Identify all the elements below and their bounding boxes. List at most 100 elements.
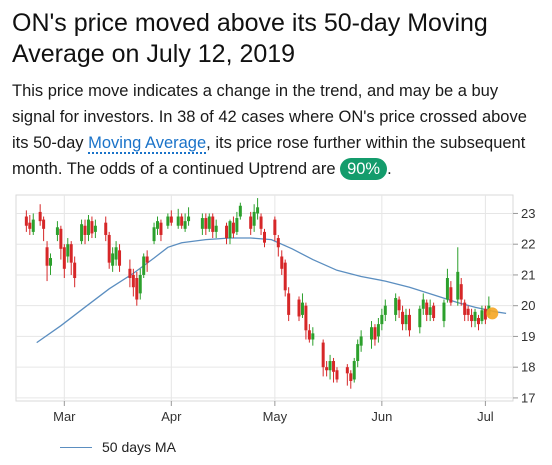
candle [345, 364, 349, 386]
candle [135, 271, 139, 306]
candle-body [369, 327, 373, 340]
candle [276, 234, 280, 257]
candle-body [335, 370, 339, 380]
candle [449, 281, 453, 306]
candle-body [407, 314, 411, 331]
candle [311, 327, 315, 346]
price-chart: 17 18 19 20 21 22 23 Mar Apr May Jun Jul [15, 194, 535, 424]
candle [42, 216, 46, 242]
candle-body [432, 305, 436, 318]
odds-badge: 90% [340, 158, 388, 180]
candle-body [418, 308, 422, 328]
candle [145, 250, 149, 272]
candle [62, 244, 66, 279]
candle-body [273, 219, 277, 235]
candle-body [235, 218, 239, 232]
candle-body [307, 330, 311, 340]
candle [349, 370, 353, 389]
candle [24, 210, 28, 232]
candle-body [476, 317, 480, 325]
candle [359, 330, 363, 352]
candle-body [131, 274, 135, 288]
candle [228, 219, 232, 245]
candle [297, 296, 301, 322]
candle [211, 213, 215, 239]
candle [31, 213, 35, 235]
candle [280, 250, 284, 275]
candle [473, 308, 477, 328]
candle-body [456, 271, 460, 300]
candle-body [118, 250, 122, 266]
candle-body [200, 218, 204, 229]
headline: ON's price moved above its 50-day Moving… [12, 9, 488, 68]
candle-body [180, 216, 184, 226]
candle-body [328, 361, 332, 371]
moving-average-link[interactable]: Moving Average [88, 134, 207, 154]
legend-ma-label: 50 days MA [102, 439, 176, 455]
candle-body [463, 302, 467, 315]
candle-body [38, 211, 42, 222]
candle-body [73, 262, 77, 279]
candle-body [211, 216, 215, 232]
candle-body [470, 314, 474, 322]
candle [59, 225, 63, 260]
candle-body [145, 256, 149, 263]
candle-body [480, 310, 484, 322]
candle-body [252, 211, 256, 226]
candle-body [59, 228, 63, 249]
candle [107, 231, 111, 269]
candle [421, 293, 425, 315]
y-tick-label: 21 [521, 267, 535, 282]
candle [356, 339, 360, 368]
candle-body [332, 361, 336, 372]
candle-body [376, 324, 380, 337]
candle [442, 299, 446, 328]
summary-text-intro: This price move indicates a change in th… [12, 82, 527, 152]
candle [118, 244, 122, 272]
candle [252, 204, 256, 232]
candle-body [128, 268, 132, 279]
candle-body [401, 311, 405, 325]
candle [404, 308, 408, 331]
candle-body [231, 222, 235, 234]
candle-body [228, 221, 232, 239]
candle-body [352, 361, 356, 380]
x-tick-label: Apr [161, 409, 182, 424]
candle [169, 210, 173, 226]
candle-body [66, 244, 70, 257]
candle [104, 216, 108, 242]
candle-body [445, 278, 449, 300]
candle-body [142, 256, 146, 275]
candle [238, 202, 242, 220]
candle [273, 216, 277, 242]
x-tick-label: Jun [371, 409, 392, 424]
candle-body [311, 333, 315, 340]
candle [187, 207, 191, 226]
candle [166, 213, 170, 229]
candle [83, 219, 87, 245]
x-tick-label: Mar [53, 409, 76, 424]
candle-body [104, 222, 108, 235]
candle-body [263, 231, 266, 243]
y-tick-label: 20 [521, 298, 535, 313]
candle [418, 305, 422, 334]
candle-body [83, 225, 87, 235]
candle [38, 204, 42, 226]
candle [332, 357, 336, 383]
candle [207, 213, 211, 232]
candle [425, 299, 429, 322]
candle [373, 324, 377, 346]
candle [80, 219, 84, 245]
summary-paragraph: This price move indicates a change in th… [12, 78, 542, 182]
candle [352, 357, 356, 383]
summary-text-middle: , its price rose further within the subs… [12, 134, 526, 178]
candle [45, 241, 49, 282]
candle-body [380, 314, 384, 325]
candle [394, 293, 398, 322]
candle-body [214, 225, 218, 232]
candle [86, 214, 90, 242]
candle-body [55, 227, 59, 235]
candle-body [204, 218, 208, 229]
candle [445, 268, 449, 303]
candle-body [80, 224, 84, 242]
